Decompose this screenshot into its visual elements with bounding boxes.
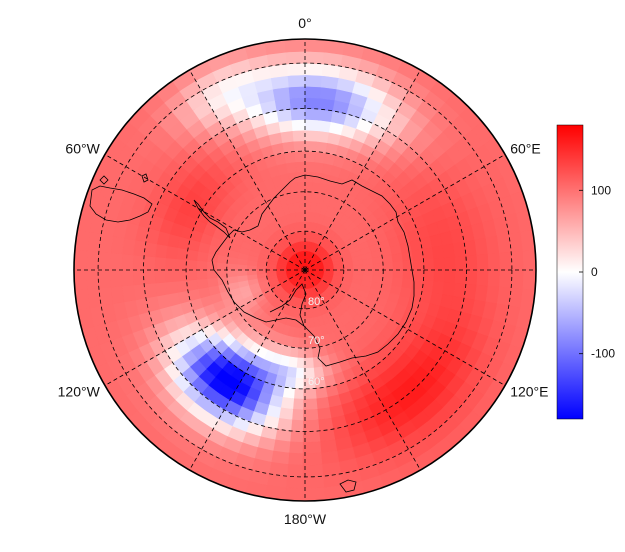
field-cell bbox=[444, 256, 456, 272]
field-cell bbox=[302, 487, 326, 501]
field-cell bbox=[303, 357, 314, 369]
field-cell bbox=[196, 268, 208, 280]
colorbar-tick-label: -100 bbox=[591, 347, 615, 361]
new-zealand-island bbox=[339, 479, 357, 493]
field-cell bbox=[290, 108, 307, 121]
field-cell bbox=[286, 62, 308, 76]
meridian-line bbox=[304, 269, 506, 386]
field-cell bbox=[284, 39, 308, 53]
colorbar: 100 0 -100 bbox=[556, 124, 615, 420]
field-cell bbox=[433, 257, 446, 272]
south-america-islands bbox=[99, 173, 149, 185]
field-cell bbox=[289, 97, 308, 110]
field-cell bbox=[293, 140, 307, 152]
field-cell bbox=[97, 267, 111, 289]
field-cell bbox=[164, 268, 177, 283]
meridian-line bbox=[189, 269, 306, 471]
field-cell bbox=[206, 268, 218, 279]
field-cell bbox=[392, 261, 404, 272]
field-cell bbox=[303, 409, 319, 421]
field-cell bbox=[303, 419, 320, 432]
field-cell bbox=[302, 475, 325, 490]
field-cell bbox=[487, 252, 501, 273]
colorbar-tick-label: 0 bbox=[591, 265, 598, 279]
colorbar-ticks: 100 0 -100 bbox=[579, 183, 615, 361]
field-cell bbox=[534, 269, 536, 295]
field-cell bbox=[288, 85, 308, 99]
field-cell bbox=[302, 452, 323, 466]
field-cell bbox=[85, 267, 100, 290]
field-cell bbox=[302, 464, 324, 478]
field-cell bbox=[74, 267, 76, 292]
longitude-label: 0° bbox=[298, 15, 311, 31]
field-cell bbox=[534, 248, 536, 273]
antarctica-coast bbox=[211, 174, 415, 367]
longitude-label: 120°W bbox=[58, 384, 101, 400]
meridian-line bbox=[104, 269, 306, 386]
field-cell bbox=[476, 253, 490, 273]
field-cell bbox=[120, 267, 134, 287]
field-cell bbox=[454, 255, 467, 272]
field-cell bbox=[292, 129, 307, 142]
field-cell bbox=[154, 268, 166, 284]
graticule bbox=[74, 39, 536, 501]
antarctica-coastline bbox=[89, 173, 415, 493]
longitude-label: 120°E bbox=[510, 384, 548, 400]
latitude-labels: 80° 70° 60° bbox=[308, 296, 325, 388]
colorbar-gradient bbox=[556, 124, 584, 420]
latitude-label: 70° bbox=[308, 335, 325, 347]
antarctic-peninsula bbox=[193, 199, 231, 239]
field-cell bbox=[74, 245, 76, 271]
field-cell bbox=[302, 430, 321, 443]
field-cell bbox=[109, 267, 123, 288]
field-cell bbox=[143, 268, 156, 285]
meridian-line bbox=[304, 69, 421, 271]
latitude-label: 60° bbox=[308, 376, 325, 388]
longitude-label: 180°W bbox=[284, 511, 327, 527]
meridian-line bbox=[104, 154, 306, 271]
field-cell bbox=[499, 251, 513, 273]
field-cell bbox=[303, 398, 318, 411]
latitude-circle bbox=[185, 150, 425, 390]
field-cell bbox=[423, 258, 435, 272]
field-cell bbox=[303, 388, 317, 400]
ice-shelf-edge bbox=[269, 283, 307, 327]
meridian-line bbox=[304, 269, 421, 471]
field-cell bbox=[285, 50, 308, 65]
meridian-line bbox=[304, 154, 506, 271]
field-cell bbox=[294, 150, 307, 163]
field-cell bbox=[291, 119, 307, 131]
latitude-label: 80° bbox=[308, 296, 325, 308]
field-cell bbox=[74, 267, 88, 291]
field-cell bbox=[302, 441, 322, 455]
south-america-tip bbox=[89, 185, 153, 223]
meridian-line bbox=[189, 69, 306, 271]
field-cell bbox=[287, 74, 308, 88]
field-cell bbox=[295, 161, 307, 173]
longitude-labels: 0° 60°E 120°E 180°W 120°W 60°W bbox=[58, 15, 549, 527]
field-cell bbox=[132, 267, 145, 286]
field-cell bbox=[185, 268, 198, 281]
longitude-label: 60°W bbox=[65, 141, 100, 157]
colorbar-tick-label: 100 bbox=[591, 183, 611, 197]
field-cell bbox=[522, 249, 536, 273]
map-boundary bbox=[73, 38, 537, 502]
field-cell bbox=[412, 259, 425, 272]
longitude-label: 60°E bbox=[510, 141, 541, 157]
field-cell bbox=[510, 250, 525, 273]
field-cell bbox=[175, 268, 187, 282]
field-cell bbox=[465, 254, 478, 273]
